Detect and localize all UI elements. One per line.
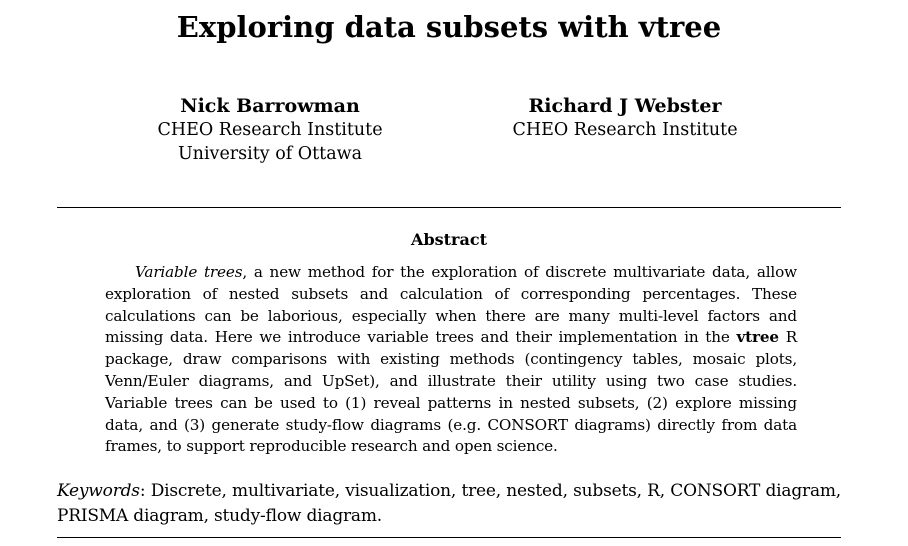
abstract-heading: Abstract [411, 230, 487, 249]
author-name: Richard J Webster [528, 95, 722, 117]
paper-title: Exploring data subsets with vtree [176, 10, 722, 44]
abstract-text: R package, draw comparisons with existin… [105, 328, 797, 456]
horizontal-rule [57, 537, 841, 538]
author-name: Nick Barrowman [180, 95, 360, 117]
abstract-body: Variable trees, a new method for the exp… [105, 262, 797, 458]
author-affiliation: CHEO Research Institute [512, 120, 738, 140]
horizontal-rule [57, 207, 841, 208]
abstract-text: , a new method for the exploration of di… [105, 263, 797, 347]
author-block: Nick Barrowman CHEO Research Institute U… [140, 94, 400, 166]
package-name: vtree [736, 328, 780, 347]
author-affiliation: CHEO Research Institute [157, 120, 383, 140]
author-affiliation: University of Ottawa [177, 144, 363, 164]
author-block: Richard J Webster CHEO Research Institut… [495, 94, 755, 142]
abstract-lead-italic: Variable trees [135, 263, 243, 281]
keywords-text: : Discrete, multivariate, visualization,… [57, 481, 841, 526]
keywords: Keywords: Discrete, multivariate, visual… [57, 479, 841, 528]
keywords-label: Keywords [57, 481, 140, 501]
